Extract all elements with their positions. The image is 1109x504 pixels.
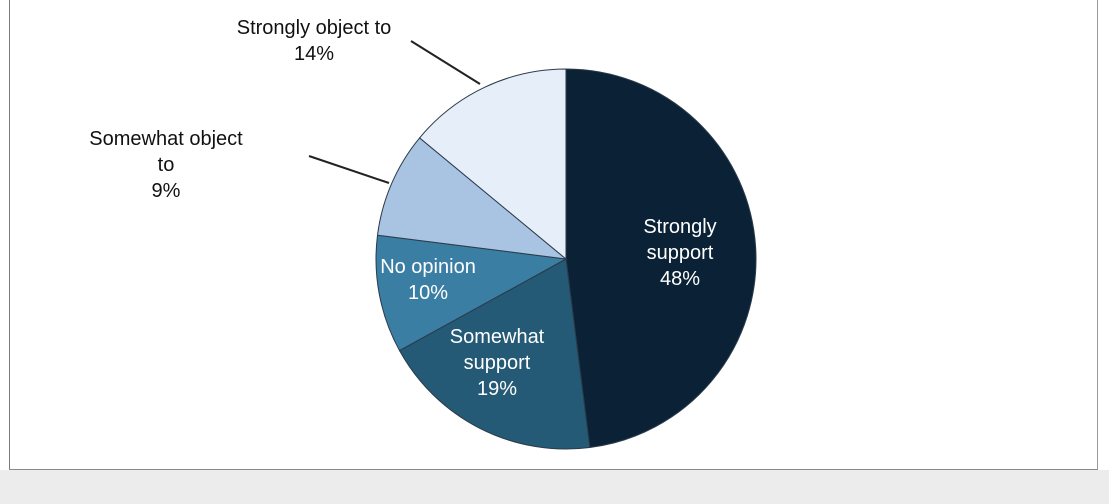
pie-slice-strongly-support [565,68,757,449]
pie-slice-no-opinion [375,234,568,352]
data-label-percent: 19% [477,378,517,400]
frame-left-edge [9,0,10,470]
data-label-text: Somewhat object [89,128,243,150]
data-label-text: No opinion [380,256,476,278]
pie-slice-somewhat-support [398,258,591,450]
frame-bottom-edge [9,469,1098,470]
data-label-percent: 48% [660,268,700,290]
data-label-somewhat-object-to: Somewhat object to 9% [89,128,243,202]
data-label-text: to [158,154,175,176]
data-label-percent: 9% [152,180,181,202]
leader-line-somewhat-object-to [308,155,390,184]
data-label-text: support [647,242,714,264]
data-label-strongly-support: Strongly support 48% [643,216,716,290]
data-label-somewhat-support: Somewhat support 19% [450,326,545,400]
data-label-text: Somewhat [450,326,545,348]
data-label-percent: 14% [294,43,334,65]
bottom-band [0,470,1109,504]
leader-line-strongly-object-to [410,40,481,85]
frame-right-edge [1097,0,1098,470]
data-label-text: support [464,352,531,374]
data-label-percent: 10% [408,282,448,304]
pie-slice-strongly-object-to [418,68,567,261]
pie-slice-somewhat-object-to [376,137,568,260]
data-label-strongly-object-to: Strongly object to 14% [237,17,392,65]
data-label-no-opinion: No opinion 10% [380,256,476,304]
data-label-text: Strongly [643,216,716,238]
data-label-text: Strongly object to [237,17,392,39]
